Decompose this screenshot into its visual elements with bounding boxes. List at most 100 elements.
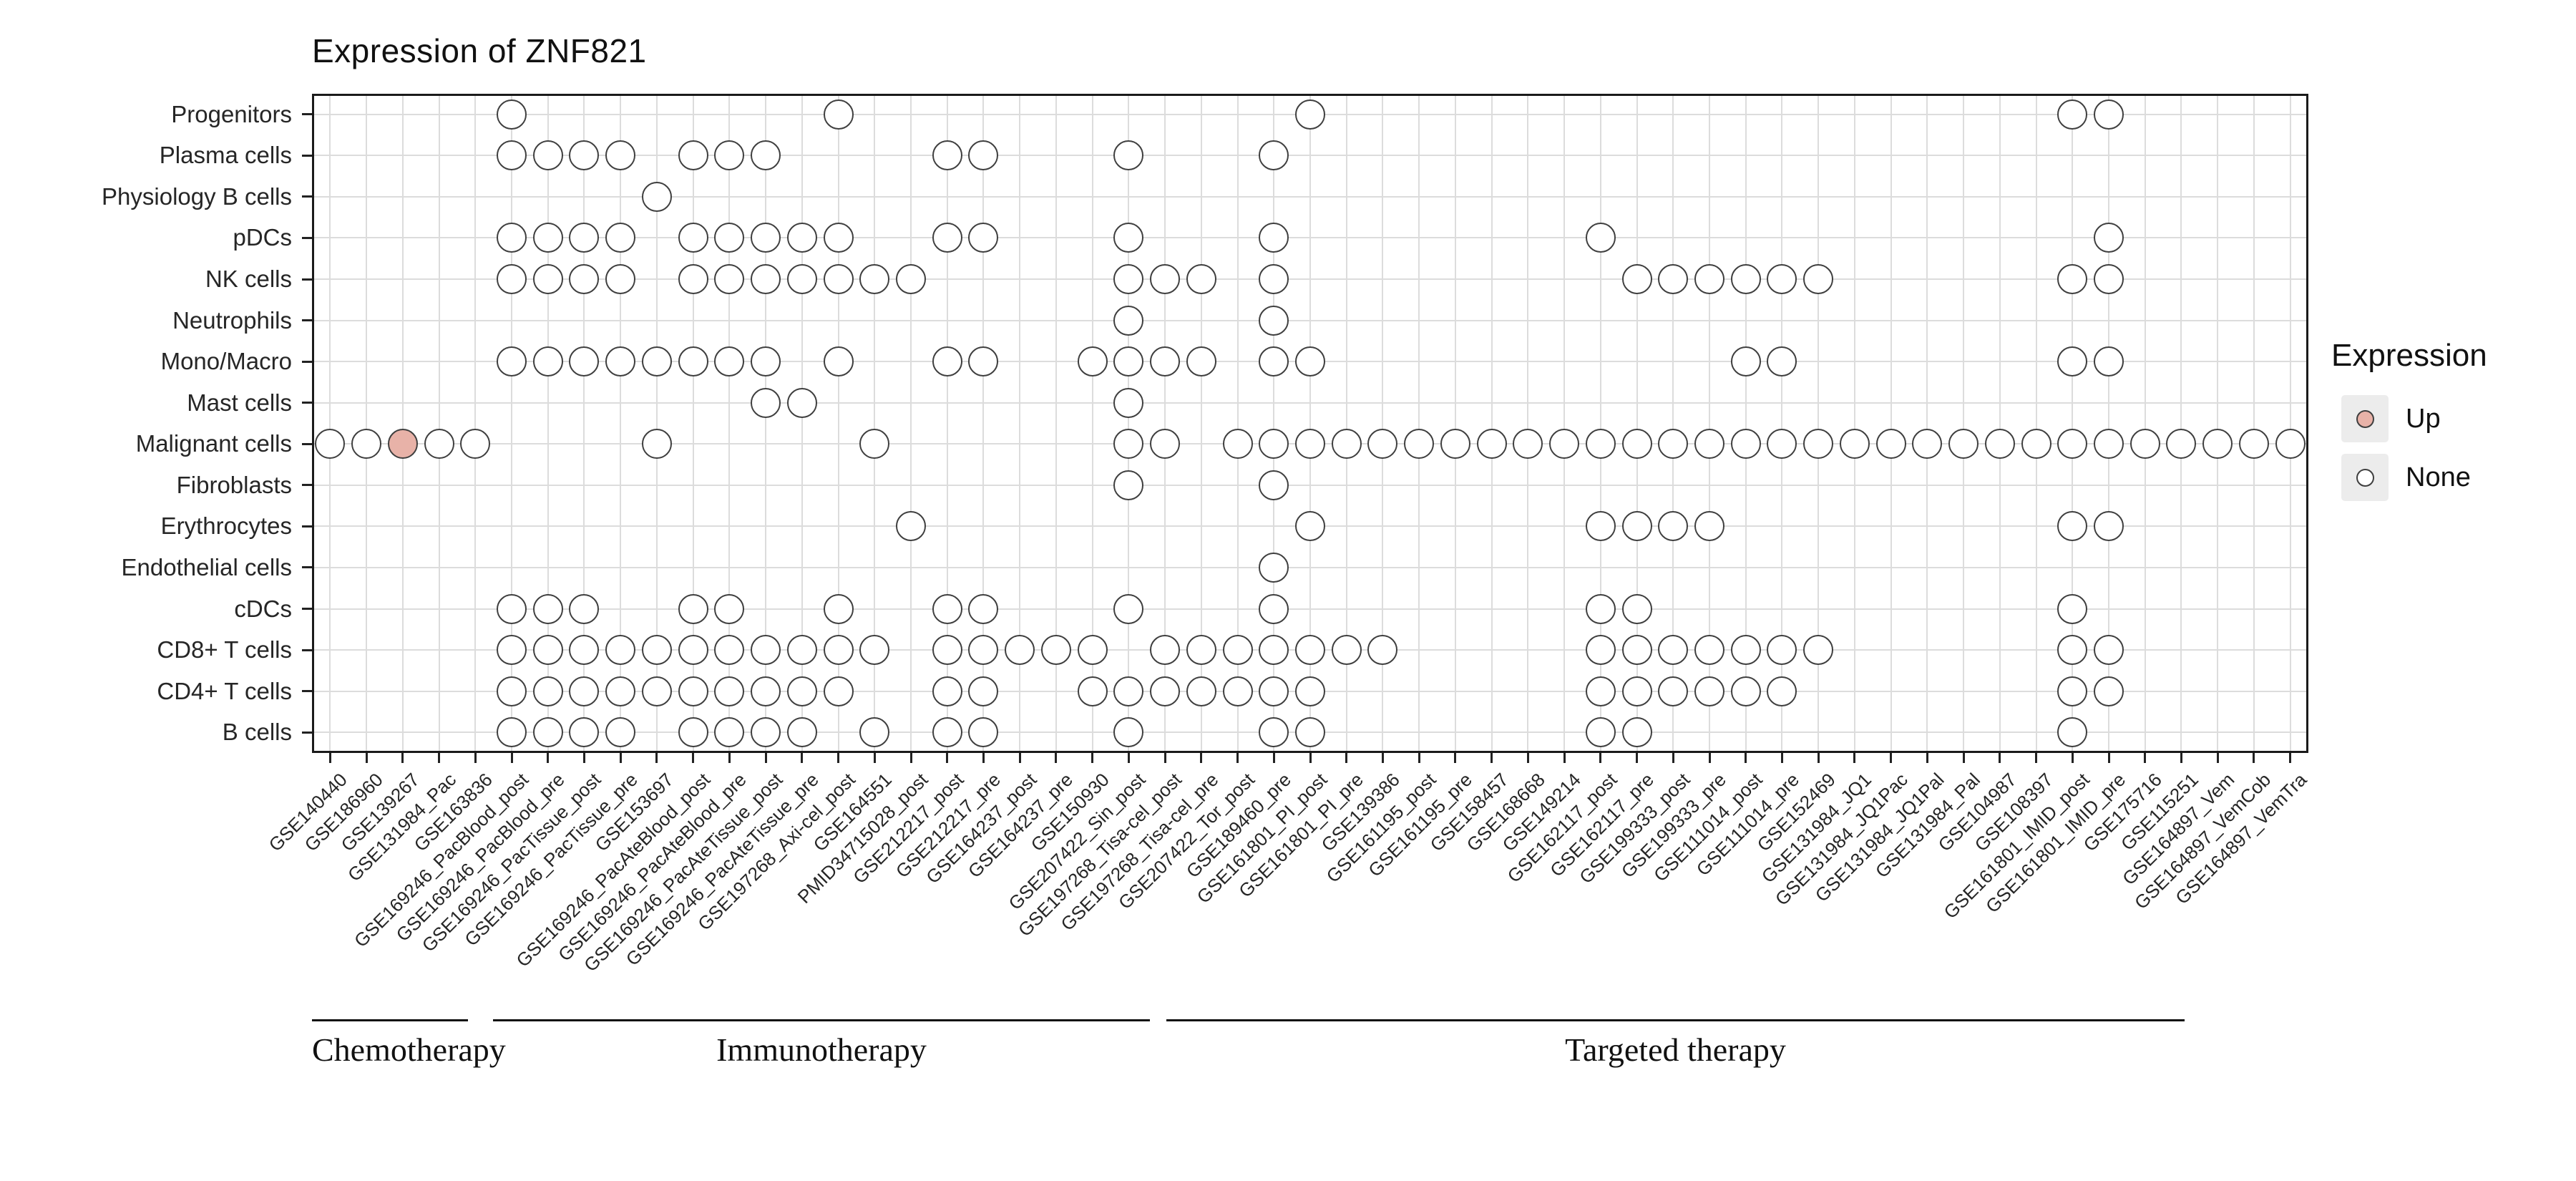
expression-dot-none — [1113, 223, 1144, 253]
x-axis-tick — [2107, 753, 2110, 763]
x-axis-tick — [1745, 753, 1747, 763]
v-gridline — [2035, 94, 2037, 753]
x-axis-tick — [1636, 753, 1639, 763]
expression-dot-none — [2094, 511, 2124, 542]
x-axis-tick — [1526, 753, 1529, 763]
expression-dot-none — [859, 429, 890, 460]
expression-dot-none — [2057, 593, 2088, 624]
v-gridline — [366, 94, 368, 753]
expression-dot-none — [2057, 717, 2088, 748]
x-axis-tick — [728, 753, 731, 763]
expression-dot-none — [968, 346, 999, 377]
expression-dot-none — [1295, 511, 1325, 542]
x-axis-tick — [909, 753, 912, 763]
none-dot-icon — [2356, 468, 2374, 487]
y-axis-tick — [302, 608, 312, 611]
expression-dot-none — [823, 635, 854, 666]
expression-dot-none — [2094, 676, 2124, 706]
expression-dot-none — [1585, 429, 1616, 460]
v-gridline — [837, 94, 839, 753]
x-axis-tick — [1708, 753, 1711, 763]
v-gridline — [1236, 94, 1239, 753]
v-gridline — [1672, 94, 1674, 753]
expression-dot-none — [1331, 635, 1362, 666]
expression-dot-none — [859, 264, 890, 295]
expression-dot-none — [1621, 717, 1652, 748]
v-gridline — [1926, 94, 1928, 753]
expression-dot-none — [605, 635, 636, 666]
expression-dot-none — [932, 223, 962, 253]
expression-dot-none — [1113, 429, 1144, 460]
legend: Expression Up None — [2331, 338, 2487, 512]
x-axis-tick — [1853, 753, 1856, 763]
expression-dot-none — [1984, 429, 2015, 460]
expression-dot-none — [714, 223, 745, 253]
up-dot-icon — [2356, 409, 2374, 428]
expression-dot-none — [1367, 635, 1398, 666]
v-gridline — [1200, 94, 1202, 753]
y-axis-tick — [302, 648, 312, 651]
x-axis-tick — [1018, 753, 1021, 763]
expression-dot-none — [605, 346, 636, 377]
expression-dot-none — [1513, 429, 1543, 460]
expression-dot-none — [1259, 593, 1289, 624]
expression-dot-none — [896, 511, 926, 542]
expression-dot-none — [1839, 429, 1870, 460]
therapy-group-label: Chemotherapy — [312, 1031, 506, 1068]
y-axis-label: Neutrophils — [172, 306, 292, 334]
v-gridline — [1273, 94, 1275, 753]
v-gridline — [1599, 94, 1601, 753]
y-axis-label: Mast cells — [187, 389, 292, 416]
expression-dot-none — [678, 676, 708, 706]
expression-dot-none — [497, 593, 527, 624]
x-axis-tick — [2289, 753, 2292, 763]
expression-dot-none — [1585, 593, 1616, 624]
expression-dot-none — [678, 593, 708, 624]
v-gridline — [2072, 94, 2074, 753]
y-axis-label: Progenitors — [171, 100, 292, 127]
v-gridline — [1491, 94, 1493, 753]
expression-dot-none — [1621, 676, 1652, 706]
x-axis-tick — [1091, 753, 1094, 763]
expression-dot-none — [751, 387, 781, 418]
y-axis-tick — [302, 154, 312, 157]
y-axis-tick — [302, 113, 312, 116]
expression-dot-none — [497, 717, 527, 748]
y-axis-label: CD4+ T cells — [157, 677, 292, 704]
expression-dot-none — [2057, 99, 2088, 130]
v-gridline — [2108, 94, 2109, 753]
expression-dot-none — [569, 140, 600, 171]
expression-dot-none — [1694, 676, 1724, 706]
v-gridline — [583, 94, 585, 753]
expression-dot-none — [786, 717, 817, 748]
v-gridline — [401, 94, 404, 753]
x-axis-tick — [1418, 753, 1420, 763]
v-gridline — [1709, 94, 1710, 753]
expression-dot-none — [532, 635, 563, 666]
expression-dot-none — [1222, 635, 1253, 666]
expression-dot-none — [932, 635, 962, 666]
v-gridline — [2217, 94, 2219, 753]
expression-dot-none — [532, 676, 563, 706]
x-axis-tick — [1780, 753, 1783, 763]
expression-dot-none — [678, 223, 708, 253]
expression-dot-none — [1295, 717, 1325, 748]
v-gridline — [1527, 94, 1529, 753]
legend-title: Expression — [2331, 338, 2487, 373]
y-axis-label: pDCs — [233, 224, 292, 251]
x-axis-tick — [982, 753, 985, 763]
expression-dot-none — [2057, 635, 2088, 666]
expression-dot-none — [605, 264, 636, 295]
legend-key-up — [2341, 395, 2389, 442]
expression-dot-none — [786, 264, 817, 295]
x-axis-tick — [510, 753, 513, 763]
expression-dot-none — [1621, 511, 1652, 542]
expression-dot-none — [1694, 635, 1724, 666]
expression-dot-none — [497, 676, 527, 706]
expression-dot-none — [2094, 429, 2124, 460]
expression-dot-none — [2202, 429, 2233, 460]
expression-dot-none — [532, 593, 563, 624]
v-gridline — [1128, 94, 1130, 753]
expression-dot-none — [460, 429, 491, 460]
therapy-group-line — [493, 1019, 1150, 1021]
